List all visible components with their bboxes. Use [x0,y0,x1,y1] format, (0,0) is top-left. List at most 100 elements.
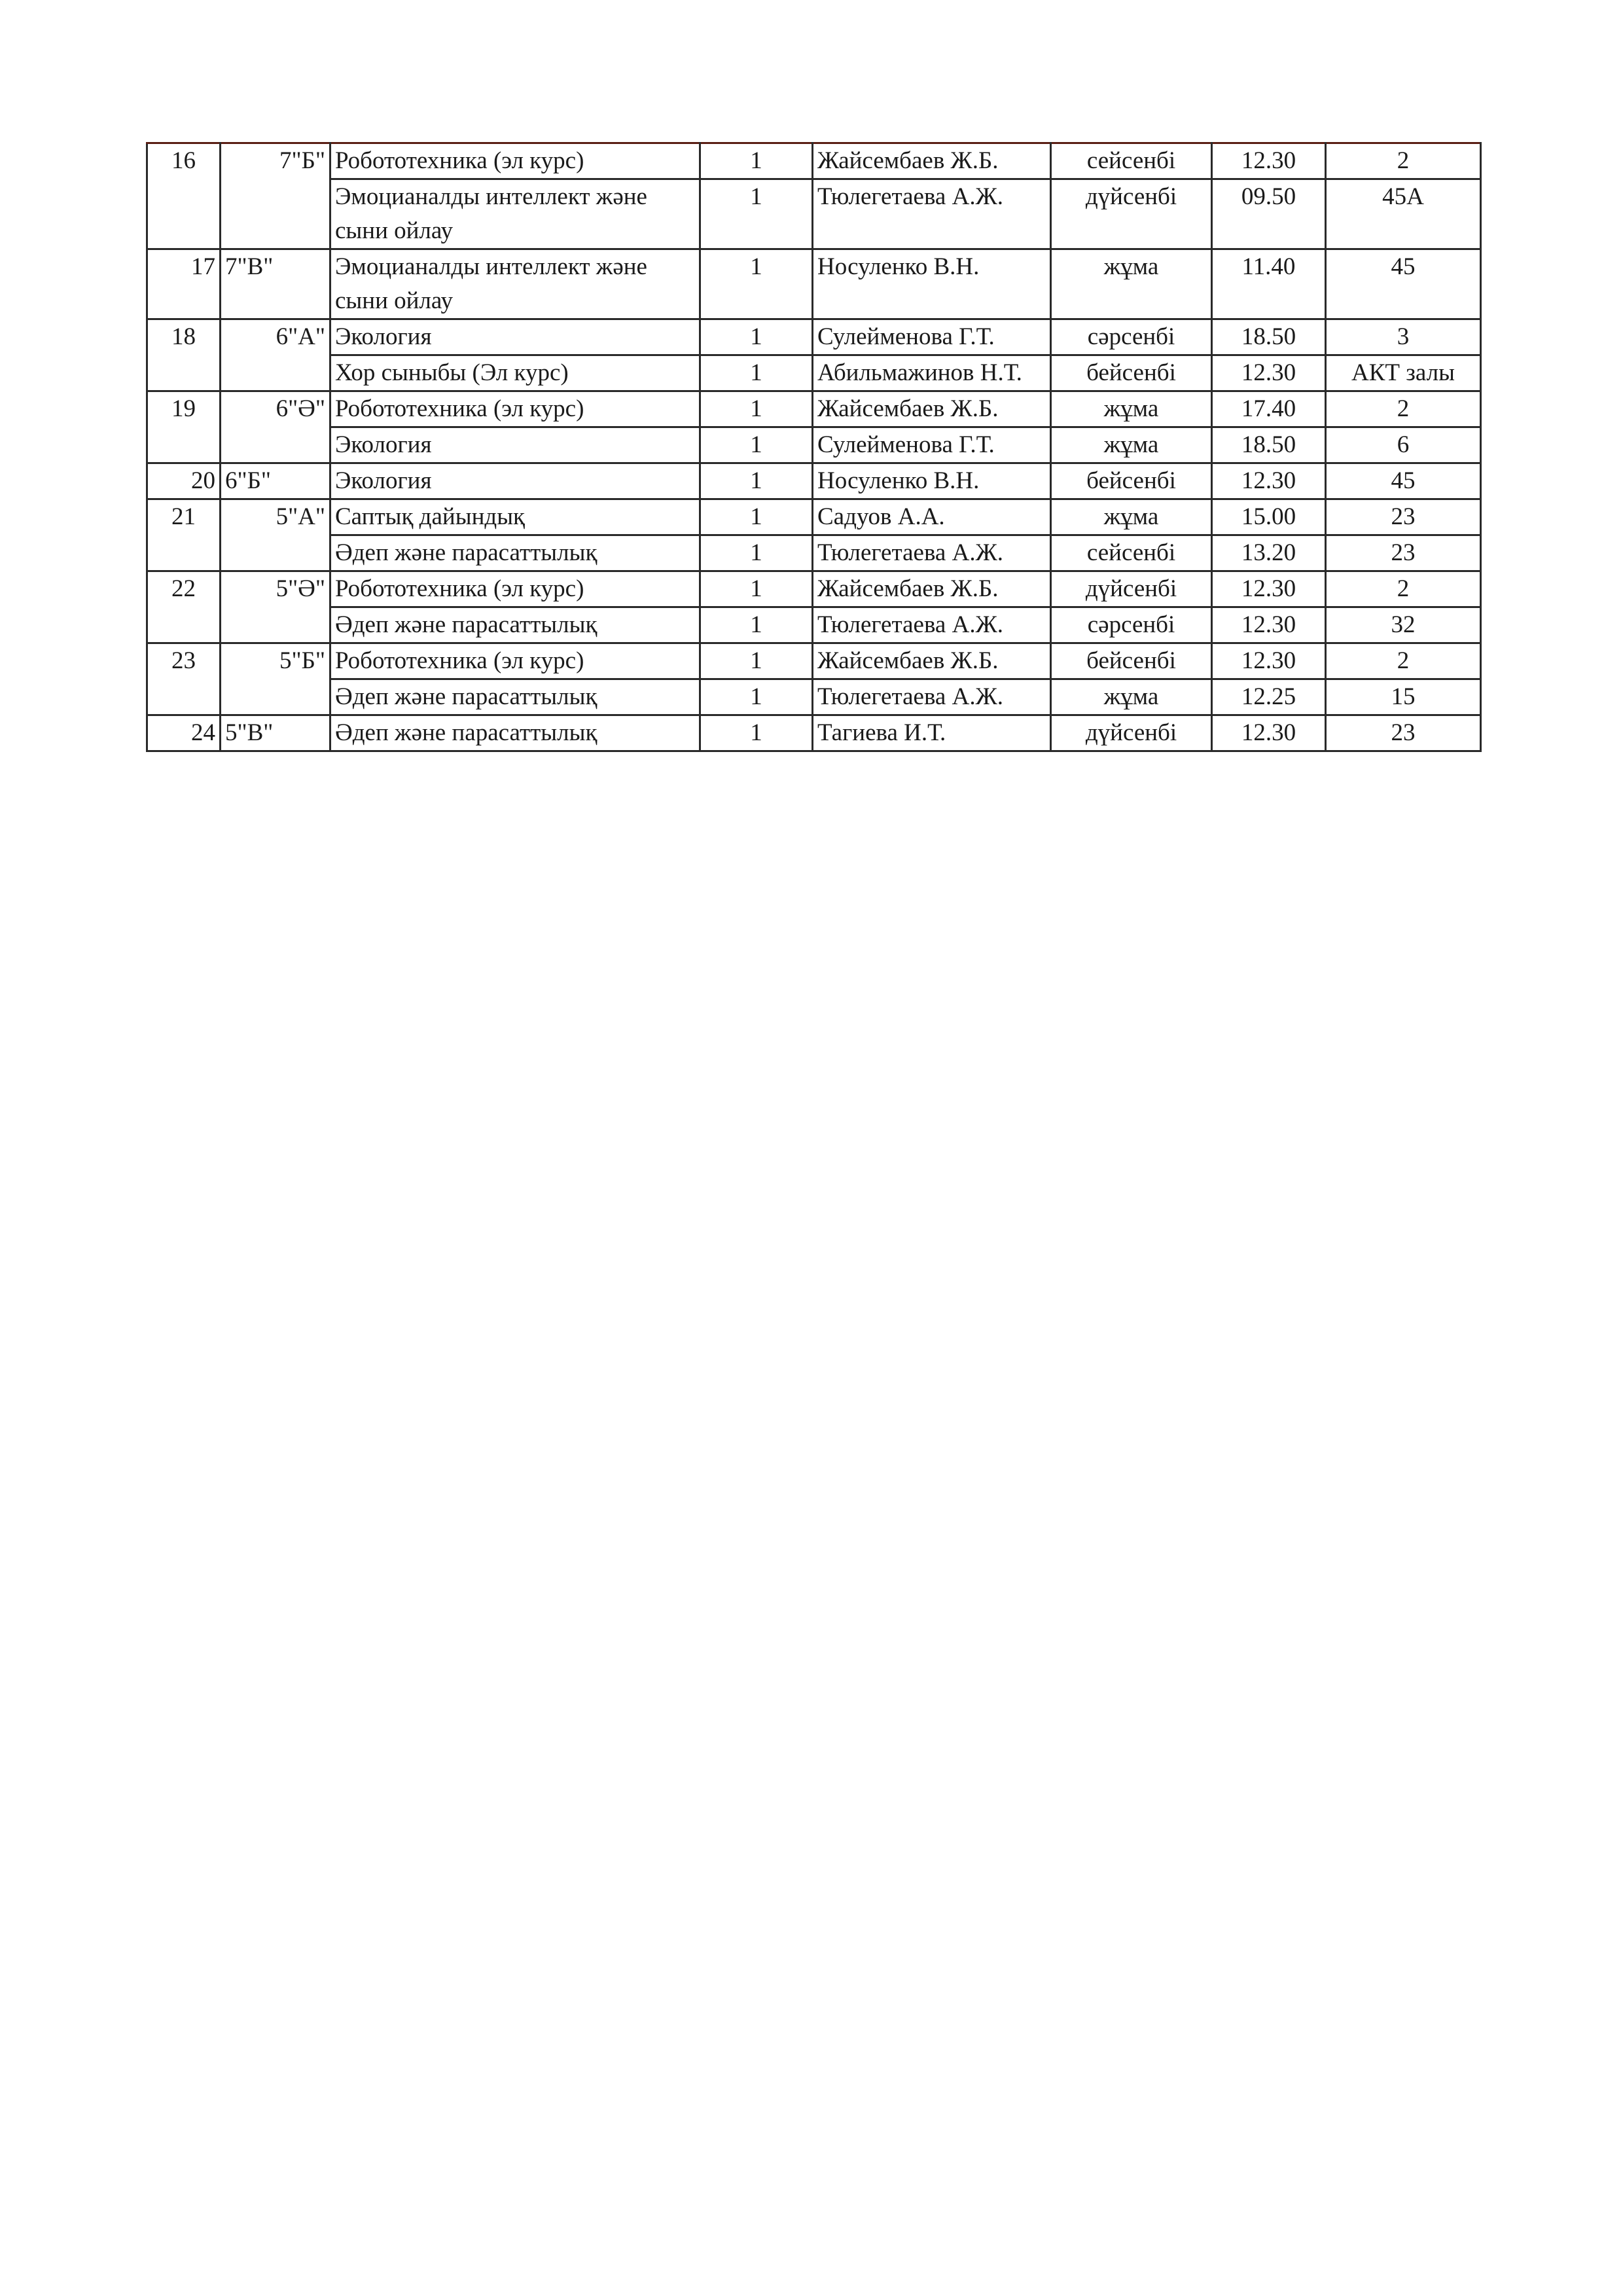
row-number: 23 [146,642,221,716]
class-name: 7"Б" [219,142,331,250]
subject: Әдеп және парасаттылық [329,534,701,572]
hours-count: 1 [699,426,813,464]
weekday: жұма [1050,498,1213,536]
table-row: 16 7"Б" Робототехника (эл курс) 1 Жайсембаев… [146,142,1482,250]
teacher-name: Тюлегетаева А.Ж. [812,534,1052,572]
lesson-time: 12.30 [1211,354,1327,392]
class-name: 6"А" [219,318,331,392]
weekday: бейсенбі [1050,462,1213,500]
table-row: 24 5"В" Әдеп және парасаттылық 1 Тагиева И.Т… [146,714,1482,752]
room-number: АКТ залы [1325,354,1482,392]
table-row: 21 5"А" Саптық дайындық 1 Садуов А.А. жұма 15.… [146,498,1482,572]
room-number: 2 [1325,570,1482,608]
room-number: 6 [1325,426,1482,464]
table-row: Хор сыныбы (Эл курс) 1 Абильмажинов Н.Т. бе… [147,354,1482,392]
table-row: 22 5"Ә" Робототехника (эл курс) 1 Жайсембаев… [146,570,1482,644]
hours-count: 1 [699,354,813,392]
hours-count: 1 [699,714,813,752]
row-number: 17 [146,248,221,320]
hours-count: 1 [699,142,813,180]
lesson-time: 12.30 [1211,642,1327,680]
table-row: 20 6"Б" Экология 1 Носуленко В.Н. бейсенбі 12.… [146,462,1482,500]
teacher-name: Тюлегетаева А.Ж. [812,606,1052,644]
table-row: Экология 1 Сулейменова Г.Т. жұма 18.50 6 [147,426,1482,464]
weekday: жұма [1050,248,1213,320]
room-number: 45А [1325,178,1482,250]
table-row: 19 6"Ә" Робототехника (эл курс) 1 Жайсембаев… [146,390,1482,464]
subject: Әдеп және парасаттылық [329,678,701,716]
room-number: 23 [1325,534,1482,572]
lesson-time: 11.40 [1211,248,1327,320]
row-number: 24 [146,714,221,752]
hours-count: 1 [699,178,813,250]
weekday: бейсенбі [1050,354,1213,392]
room-number: 23 [1325,714,1482,752]
lesson-time: 12.30 [1211,462,1327,500]
room-number: 45 [1325,248,1482,320]
room-number: 3 [1325,318,1482,356]
room-number: 32 [1325,606,1482,644]
subject: Саптық дайындық [329,498,701,536]
subject: Робототехника (эл курс) [329,642,701,680]
weekday: сейсенбі [1050,534,1213,572]
subject: Эмоцианалды интеллект және сыни ойлау [329,178,701,250]
lesson-time: 18.50 [1211,426,1327,464]
table-row: Эмоцианалды интеллект және сыни ойлау 1 Тю… [147,178,1482,250]
hours-count: 1 [699,318,813,356]
subject: Робототехника (эл курс) [329,390,701,428]
class-name: 5"Б" [219,642,331,716]
teacher-name: Жайсембаев Ж.Б. [812,570,1052,608]
hours-count: 1 [699,606,813,644]
class-name: 5"Ә" [219,570,331,644]
room-number: 23 [1325,498,1482,536]
teacher-name: Носуленко В.Н. [812,462,1052,500]
table-row: 17 7"В" Эмоцианалды интеллект және сыни ой… [146,248,1482,320]
teacher-name: Тюлегетаева А.Ж. [812,678,1052,716]
class-name: 5"А" [219,498,331,572]
weekday: сейсенбі [1050,142,1213,180]
hours-count: 1 [699,462,813,500]
weekday: дүйсенбі [1050,178,1213,250]
class-name: 6"Б" [219,462,331,500]
weekday: жұма [1050,678,1213,716]
room-number: 2 [1325,642,1482,680]
class-name: 6"Ә" [219,390,331,464]
room-number: 2 [1325,390,1482,428]
lesson-time: 15.00 [1211,498,1327,536]
row-number: 18 [146,318,221,392]
subject: Экология [329,318,701,356]
lesson-time: 09.50 [1211,178,1327,250]
table-row: 23 5"Б" Робототехника (эл курс) 1 Жайсембаев… [146,642,1482,716]
teacher-name: Жайсембаев Ж.Б. [812,642,1052,680]
room-number: 2 [1325,142,1482,180]
lesson-time: 18.50 [1211,318,1327,356]
weekday: жұма [1050,390,1213,428]
subject: Әдеп және парасаттылық [329,606,701,644]
teacher-name: Сулейменова Г.Т. [812,426,1052,464]
subject: Робототехника (эл курс) [329,570,701,608]
table-row: Әдеп және парасаттылық 1 Тюлегетаева А.Ж. с… [147,534,1482,572]
table-row: Әдеп және парасаттылық 1 Тюлегетаева А.Ж. ж… [147,678,1482,716]
hours-count: 1 [699,570,813,608]
hours-count: 1 [699,534,813,572]
lesson-time: 12.25 [1211,678,1327,716]
lesson-time: 12.30 [1211,570,1327,608]
weekday: дүйсенбі [1050,714,1213,752]
subject: Робототехника (эл курс) [329,142,701,180]
subject: Эмоцианалды интеллект және сыни ойлау [329,248,701,320]
subject: Әдеп және парасаттылық [329,714,701,752]
weekday: сәрсенбі [1050,606,1213,644]
lesson-time: 12.30 [1211,606,1327,644]
teacher-name: Абильмажинов Н.Т. [812,354,1052,392]
schedule-table: 16 7"Б" Робототехника (эл курс) 1 Жайсембаев… [146,142,1482,752]
hours-count: 1 [699,390,813,428]
class-name: 7"В" [219,248,331,320]
weekday: бейсенбі [1050,642,1213,680]
lesson-time: 17.40 [1211,390,1327,428]
lesson-time: 13.20 [1211,534,1327,572]
teacher-name: Жайсембаев Ж.Б. [812,390,1052,428]
hours-count: 1 [699,678,813,716]
hours-count: 1 [699,248,813,320]
row-number: 20 [146,462,221,500]
hours-count: 1 [699,498,813,536]
